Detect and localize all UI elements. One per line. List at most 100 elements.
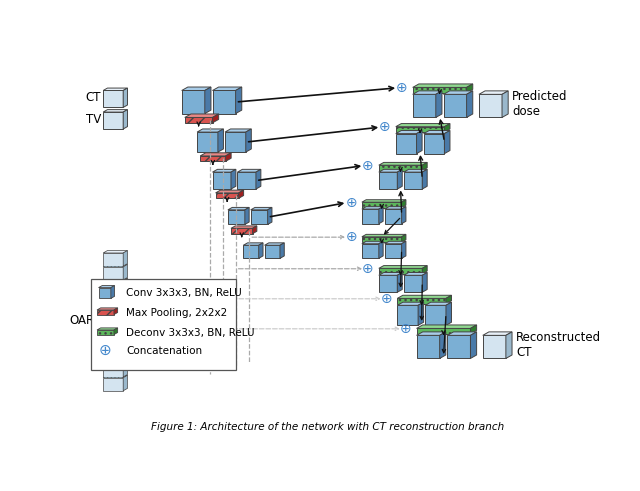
Polygon shape [103,278,127,281]
Polygon shape [123,306,127,322]
Polygon shape [404,275,422,292]
Polygon shape [103,90,123,108]
Polygon shape [506,332,512,358]
Polygon shape [436,91,442,117]
Polygon shape [212,169,236,172]
Text: Concatenation: Concatenation [126,346,202,356]
Polygon shape [251,210,268,224]
Polygon shape [417,332,446,335]
Polygon shape [103,322,123,335]
Polygon shape [362,237,402,242]
Polygon shape [97,310,114,315]
Polygon shape [402,241,406,258]
FancyBboxPatch shape [91,279,236,370]
Polygon shape [256,169,261,189]
Polygon shape [123,292,127,308]
Polygon shape [396,124,450,127]
Polygon shape [268,207,272,224]
Polygon shape [205,87,211,113]
Polygon shape [397,169,402,189]
Polygon shape [212,87,242,90]
Text: OARs: OARs [70,314,101,327]
Text: Figure 1: Architecture of the network with CT reconstruction branch: Figure 1: Architecture of the network wi… [152,422,504,433]
Polygon shape [114,328,118,334]
Polygon shape [404,172,422,189]
Polygon shape [225,129,252,132]
Polygon shape [182,90,205,113]
Polygon shape [103,348,127,350]
Polygon shape [103,320,127,322]
Polygon shape [103,253,123,266]
Polygon shape [246,129,252,152]
Polygon shape [413,84,473,87]
Polygon shape [259,243,263,258]
Polygon shape [123,88,127,108]
Polygon shape [470,325,477,334]
Polygon shape [444,131,450,154]
Polygon shape [362,202,402,208]
Polygon shape [103,264,127,267]
Polygon shape [418,302,424,326]
Polygon shape [212,90,236,113]
Polygon shape [103,336,123,349]
Polygon shape [237,172,256,189]
Polygon shape [123,264,127,280]
Polygon shape [251,207,272,210]
Polygon shape [253,226,257,234]
Polygon shape [397,299,446,304]
Polygon shape [404,169,427,172]
Polygon shape [216,193,239,198]
Polygon shape [185,114,219,117]
Polygon shape [97,328,118,330]
Polygon shape [379,163,427,165]
Polygon shape [103,364,123,377]
Polygon shape [422,273,427,292]
Polygon shape [264,246,280,258]
Polygon shape [99,286,115,288]
Polygon shape [379,266,427,269]
Polygon shape [483,332,512,335]
Polygon shape [397,302,424,305]
Polygon shape [379,241,383,258]
Text: Deconv 3x3x3, BN, ReLU: Deconv 3x3x3, BN, ReLU [126,328,255,338]
Polygon shape [396,131,422,134]
Polygon shape [413,87,467,93]
Polygon shape [225,153,231,162]
Text: ⊕: ⊕ [362,262,374,276]
Polygon shape [417,325,477,328]
Polygon shape [424,134,444,154]
Polygon shape [413,94,436,117]
Text: ⊕: ⊕ [381,292,392,306]
Polygon shape [182,87,211,90]
Polygon shape [444,94,467,117]
Polygon shape [197,132,218,152]
Polygon shape [99,288,111,299]
Polygon shape [103,308,123,322]
Polygon shape [362,209,379,224]
Polygon shape [103,350,123,363]
Polygon shape [362,200,406,202]
Polygon shape [239,190,244,198]
Polygon shape [413,91,442,94]
Polygon shape [103,361,127,364]
Polygon shape [379,275,397,292]
Polygon shape [417,335,440,358]
Polygon shape [362,207,383,209]
Polygon shape [425,305,446,326]
Polygon shape [280,243,284,258]
Polygon shape [385,241,406,244]
Polygon shape [447,335,470,358]
Polygon shape [123,348,127,363]
Polygon shape [103,375,127,378]
Polygon shape [483,335,506,358]
Polygon shape [216,190,244,193]
Polygon shape [424,131,450,134]
Polygon shape [228,207,249,210]
Polygon shape [397,295,451,299]
Polygon shape [97,308,118,310]
Polygon shape [200,153,231,156]
Polygon shape [123,334,127,349]
Polygon shape [425,302,451,305]
Text: Reconstructed
CT: Reconstructed CT [516,331,601,359]
Polygon shape [103,292,127,295]
